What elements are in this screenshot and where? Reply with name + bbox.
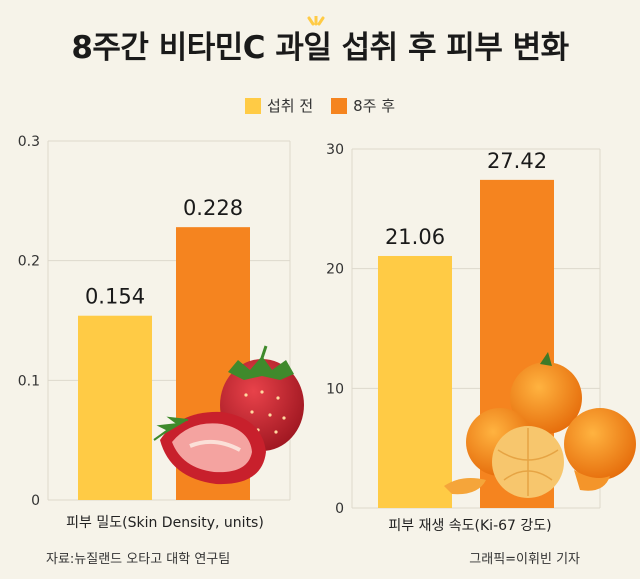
bar-value-label: 21.06	[385, 225, 445, 249]
bar-value-label: 0.228	[183, 196, 243, 220]
tangerine-illustration	[444, 352, 636, 498]
legend-swatch-after	[331, 97, 348, 114]
bar-before	[78, 315, 152, 500]
bar-value-label: 0.154	[85, 285, 145, 309]
legend-item-after: 8주 후	[331, 95, 395, 116]
y-tick-label: 30	[326, 142, 344, 158]
x-axis-label: 피부 밀도(Skin Density, units)	[66, 515, 264, 531]
y-tick-label: 10	[326, 381, 344, 397]
bar-value-label: 27.42	[487, 149, 547, 173]
legend-label-before: 섭취 전	[266, 97, 314, 115]
credit-text: 그래픽=이휘빈 기자	[469, 552, 580, 567]
y-tick-label: 0.3	[18, 134, 40, 150]
y-tick-label: 0	[31, 493, 40, 509]
y-tick-label: 0.2	[18, 254, 40, 270]
chart-title: 8주간 비타민C 과일 섭취 후 피부 변화	[0, 16, 640, 67]
legend: 섭취 전 8주 후	[0, 95, 640, 116]
y-tick-label: 0	[335, 501, 344, 517]
strawberry-illustration	[153, 345, 304, 485]
source-text: 자료:뉴질랜드 오타고 대학 연구팀	[46, 552, 231, 567]
legend-label-after: 8주 후	[353, 97, 396, 115]
x-axis-label: 피부 재생 속도(Ki-67 강도)	[388, 518, 551, 534]
y-tick-label: 20	[326, 262, 344, 278]
y-tick-label: 0.1	[18, 373, 40, 389]
sparkle-icon	[307, 16, 325, 26]
bar-before	[378, 255, 452, 508]
legend-item-before: 섭취 전	[244, 95, 314, 116]
legend-swatch-before	[244, 97, 261, 114]
